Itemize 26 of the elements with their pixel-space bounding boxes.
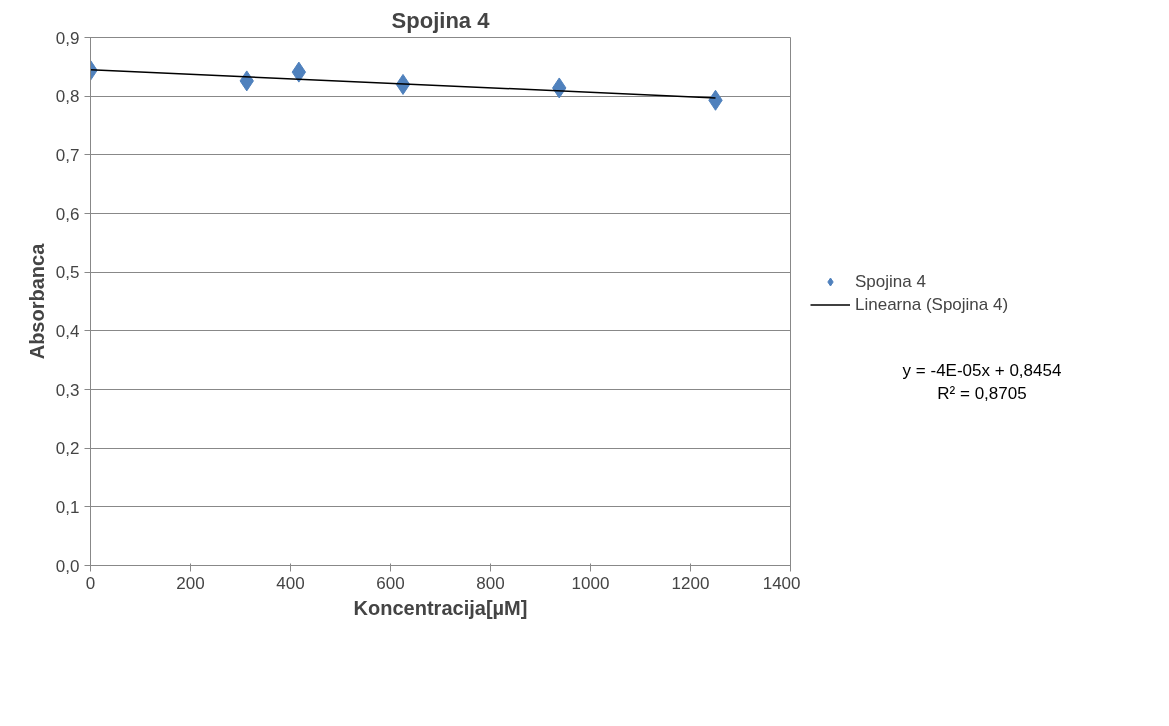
y-tick-label: 0,1 — [55, 497, 80, 517]
y-tick-label: 0,7 — [55, 145, 80, 165]
x-tick-label: 600 — [376, 573, 405, 593]
y-axis-title: Absorbanca — [25, 242, 48, 360]
chart-title: Spojina 4 — [391, 7, 491, 33]
x-axis-title: Koncentracija[µM] — [353, 596, 528, 619]
x-tick-label: 1200 — [671, 573, 710, 593]
text: R² = 0,8705 — [937, 383, 1027, 403]
y-tick-label: 0,5 — [55, 263, 80, 283]
legend-label: Spojina 4 — [855, 271, 926, 291]
x-tick-label: 1000 — [571, 573, 610, 593]
y-tick-label: 0,3 — [55, 380, 80, 400]
x-tick-label: 400 — [276, 573, 305, 593]
y-tick-label: 0,8 — [55, 87, 80, 107]
point — [291, 61, 307, 83]
y-tick-label: 0,4 — [55, 321, 80, 341]
legend-label: Linearna (Spojina 4) — [855, 294, 1009, 314]
x-tick-label: 1400 — [762, 573, 801, 593]
y-tick-label: 0,6 — [55, 204, 80, 224]
x-tick-label: 800 — [476, 573, 505, 593]
y-tick-label: 0,9 — [55, 28, 80, 48]
x-tick-label: 0 — [85, 573, 96, 593]
x-tick-label: 200 — [176, 573, 205, 593]
text: y = -4E-05x + 0,8454 — [902, 360, 1062, 380]
y-tick-label: 0,2 — [55, 439, 80, 459]
y-tick-label: 0,0 — [55, 556, 80, 576]
